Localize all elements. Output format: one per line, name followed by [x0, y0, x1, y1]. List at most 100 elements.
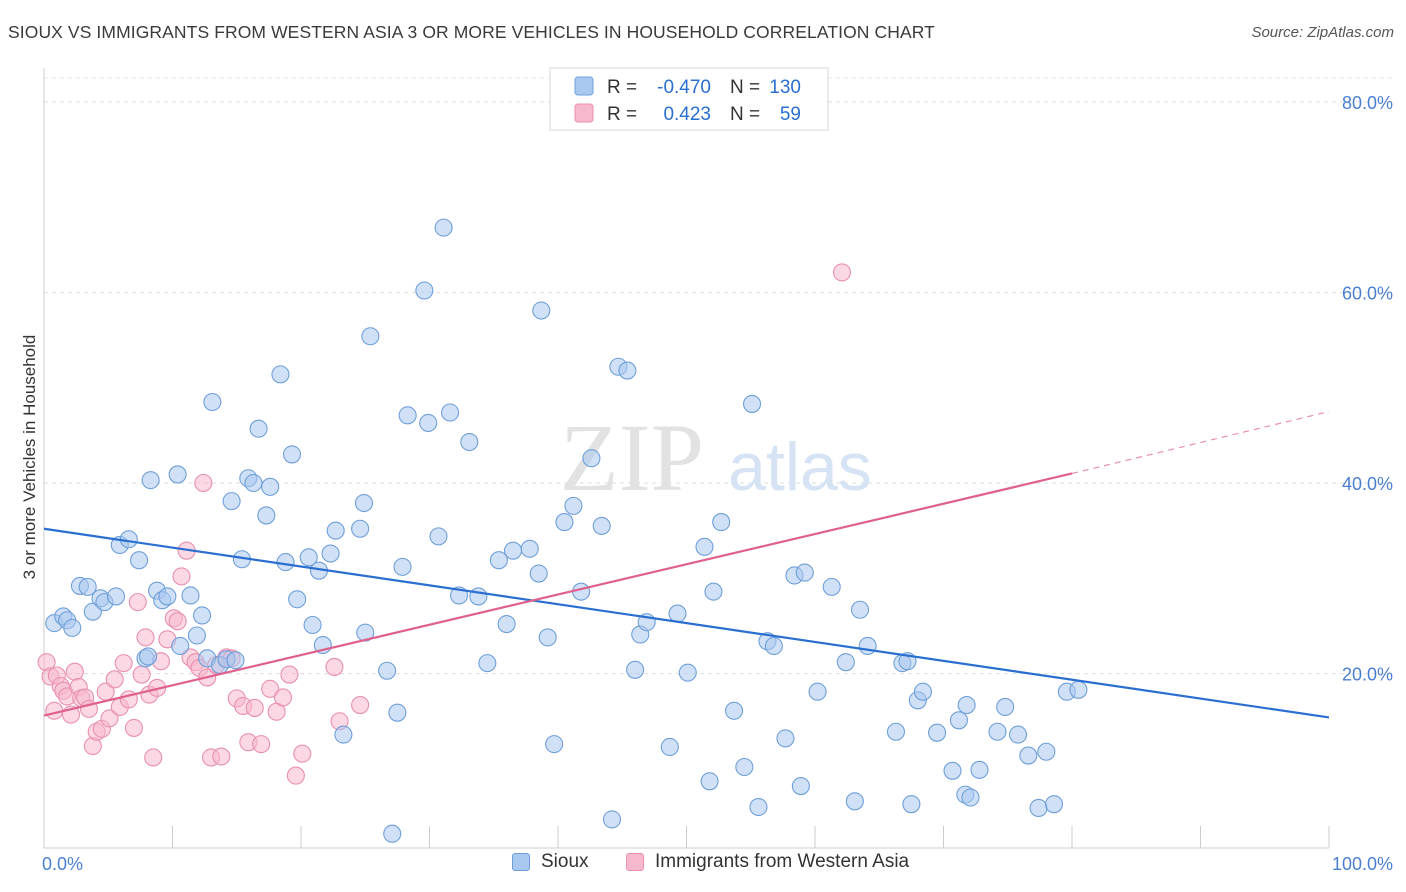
watermark-zip: ZIP: [560, 404, 704, 511]
sioux-point: [538, 628, 557, 647]
trend-line-wa: [43, 472, 1073, 717]
sioux-point: [1029, 798, 1048, 818]
legend-frame: [549, 67, 829, 131]
sioux-point: [398, 406, 417, 425]
sioux-point: [139, 647, 158, 666]
sioux-point: [187, 626, 206, 645]
sioux-point: [724, 701, 744, 720]
wa-point: [325, 657, 344, 676]
sioux-point: [845, 792, 864, 811]
sioux-point: [203, 392, 222, 412]
sioux-point: [489, 551, 508, 570]
sioux-point: [1044, 795, 1064, 814]
sioux-point: [388, 703, 407, 722]
sioux-point: [356, 623, 375, 642]
sioux-point: [822, 577, 841, 596]
wa-point: [100, 709, 119, 728]
sioux-point: [555, 513, 574, 532]
sioux-point: [354, 493, 374, 513]
sioux-point: [261, 477, 280, 496]
legend-item-wa: Immigrants from Western Asia: [626, 851, 909, 873]
legend-swatch-wa: [574, 103, 594, 123]
sioux-point: [503, 541, 523, 560]
trend-line-sioux: [43, 527, 1330, 719]
legend-swatch-wa-bottom: [626, 853, 644, 871]
y-tick-label: 80.0%: [1342, 93, 1393, 113]
wa-point: [261, 679, 280, 698]
x-tick-labels: 0.0% 100.0%: [42, 854, 1393, 874]
sioux-point: [1019, 746, 1038, 765]
sioux-point: [321, 544, 340, 563]
wa-point: [252, 735, 271, 754]
wa-point: [105, 670, 124, 689]
legend-n-value-sioux: 130: [769, 77, 801, 98]
wa-point: [172, 567, 191, 586]
sioux-point: [988, 722, 1007, 741]
sioux-point: [478, 654, 497, 673]
sioux-point: [226, 651, 245, 670]
x-tick-label-right: 100.0%: [1332, 854, 1393, 874]
sioux-point: [222, 492, 241, 511]
wa-point: [351, 696, 370, 715]
wa-point: [832, 263, 852, 282]
sioux-point: [742, 394, 762, 413]
legend-label-wa: Immigrants from Western Asia: [655, 851, 910, 872]
legend-item-sioux: Sioux: [512, 851, 589, 873]
sioux-point: [303, 615, 322, 635]
chart-title: SIOUX VS IMMIGRANTS FROM WESTERN ASIA 3 …: [8, 22, 935, 42]
sioux-point: [429, 527, 448, 546]
sioux-point: [361, 327, 380, 346]
legend-swatch-sioux: [574, 76, 594, 96]
watermark-atlas: atlas: [728, 429, 872, 505]
sioux-point: [326, 521, 345, 540]
wa-point: [245, 698, 264, 717]
sioux-point: [592, 516, 611, 535]
sioux-point: [351, 519, 370, 538]
sioux-point: [378, 661, 397, 680]
wa-point: [280, 665, 299, 684]
x-tick-label-left: 0.0%: [42, 854, 83, 874]
axes: [43, 68, 1330, 849]
sioux-point: [850, 600, 870, 619]
sioux-point: [520, 539, 539, 558]
sioux-point: [469, 587, 488, 606]
sioux-point: [141, 471, 160, 490]
sioux-point: [996, 697, 1015, 717]
sioux-point: [78, 577, 97, 596]
trend-line-wa-extension: [1071, 410, 1330, 475]
sioux-point: [795, 563, 814, 582]
legend-n-value-wa: 59: [780, 104, 801, 125]
wa-point: [144, 748, 163, 767]
sioux-point: [776, 729, 795, 748]
legend-r-label-wa: R =: [607, 104, 637, 125]
sioux-point: [276, 553, 295, 572]
sioux-point: [618, 361, 637, 380]
wa-point: [65, 662, 84, 681]
sioux-point: [564, 496, 583, 515]
sioux-point: [1008, 725, 1028, 744]
sioux-point: [545, 735, 564, 754]
source-label: Source: ZipAtlas.com: [1251, 24, 1394, 41]
sioux-point: [700, 772, 719, 791]
sioux-point: [171, 636, 190, 656]
sioux-point: [441, 403, 460, 422]
legend-r-value-wa: 0.423: [663, 104, 711, 125]
sioux-point: [244, 473, 263, 493]
sioux-point: [970, 760, 989, 779]
sioux-point: [913, 682, 932, 701]
sioux-point: [106, 587, 126, 606]
wa-point: [168, 612, 187, 631]
sioux-point: [63, 618, 82, 637]
wa-point: [132, 665, 151, 684]
sioux-point: [626, 660, 645, 679]
legend-swatch-sioux-bottom: [512, 853, 530, 871]
sioux-point: [886, 722, 906, 741]
sioux-point: [497, 615, 516, 634]
sioux-point: [712, 513, 731, 532]
sioux-point: [1037, 742, 1056, 761]
sioux-point: [460, 432, 479, 452]
sioux-point: [902, 795, 921, 814]
sioux-point: [529, 564, 548, 583]
wa-point: [114, 654, 133, 673]
